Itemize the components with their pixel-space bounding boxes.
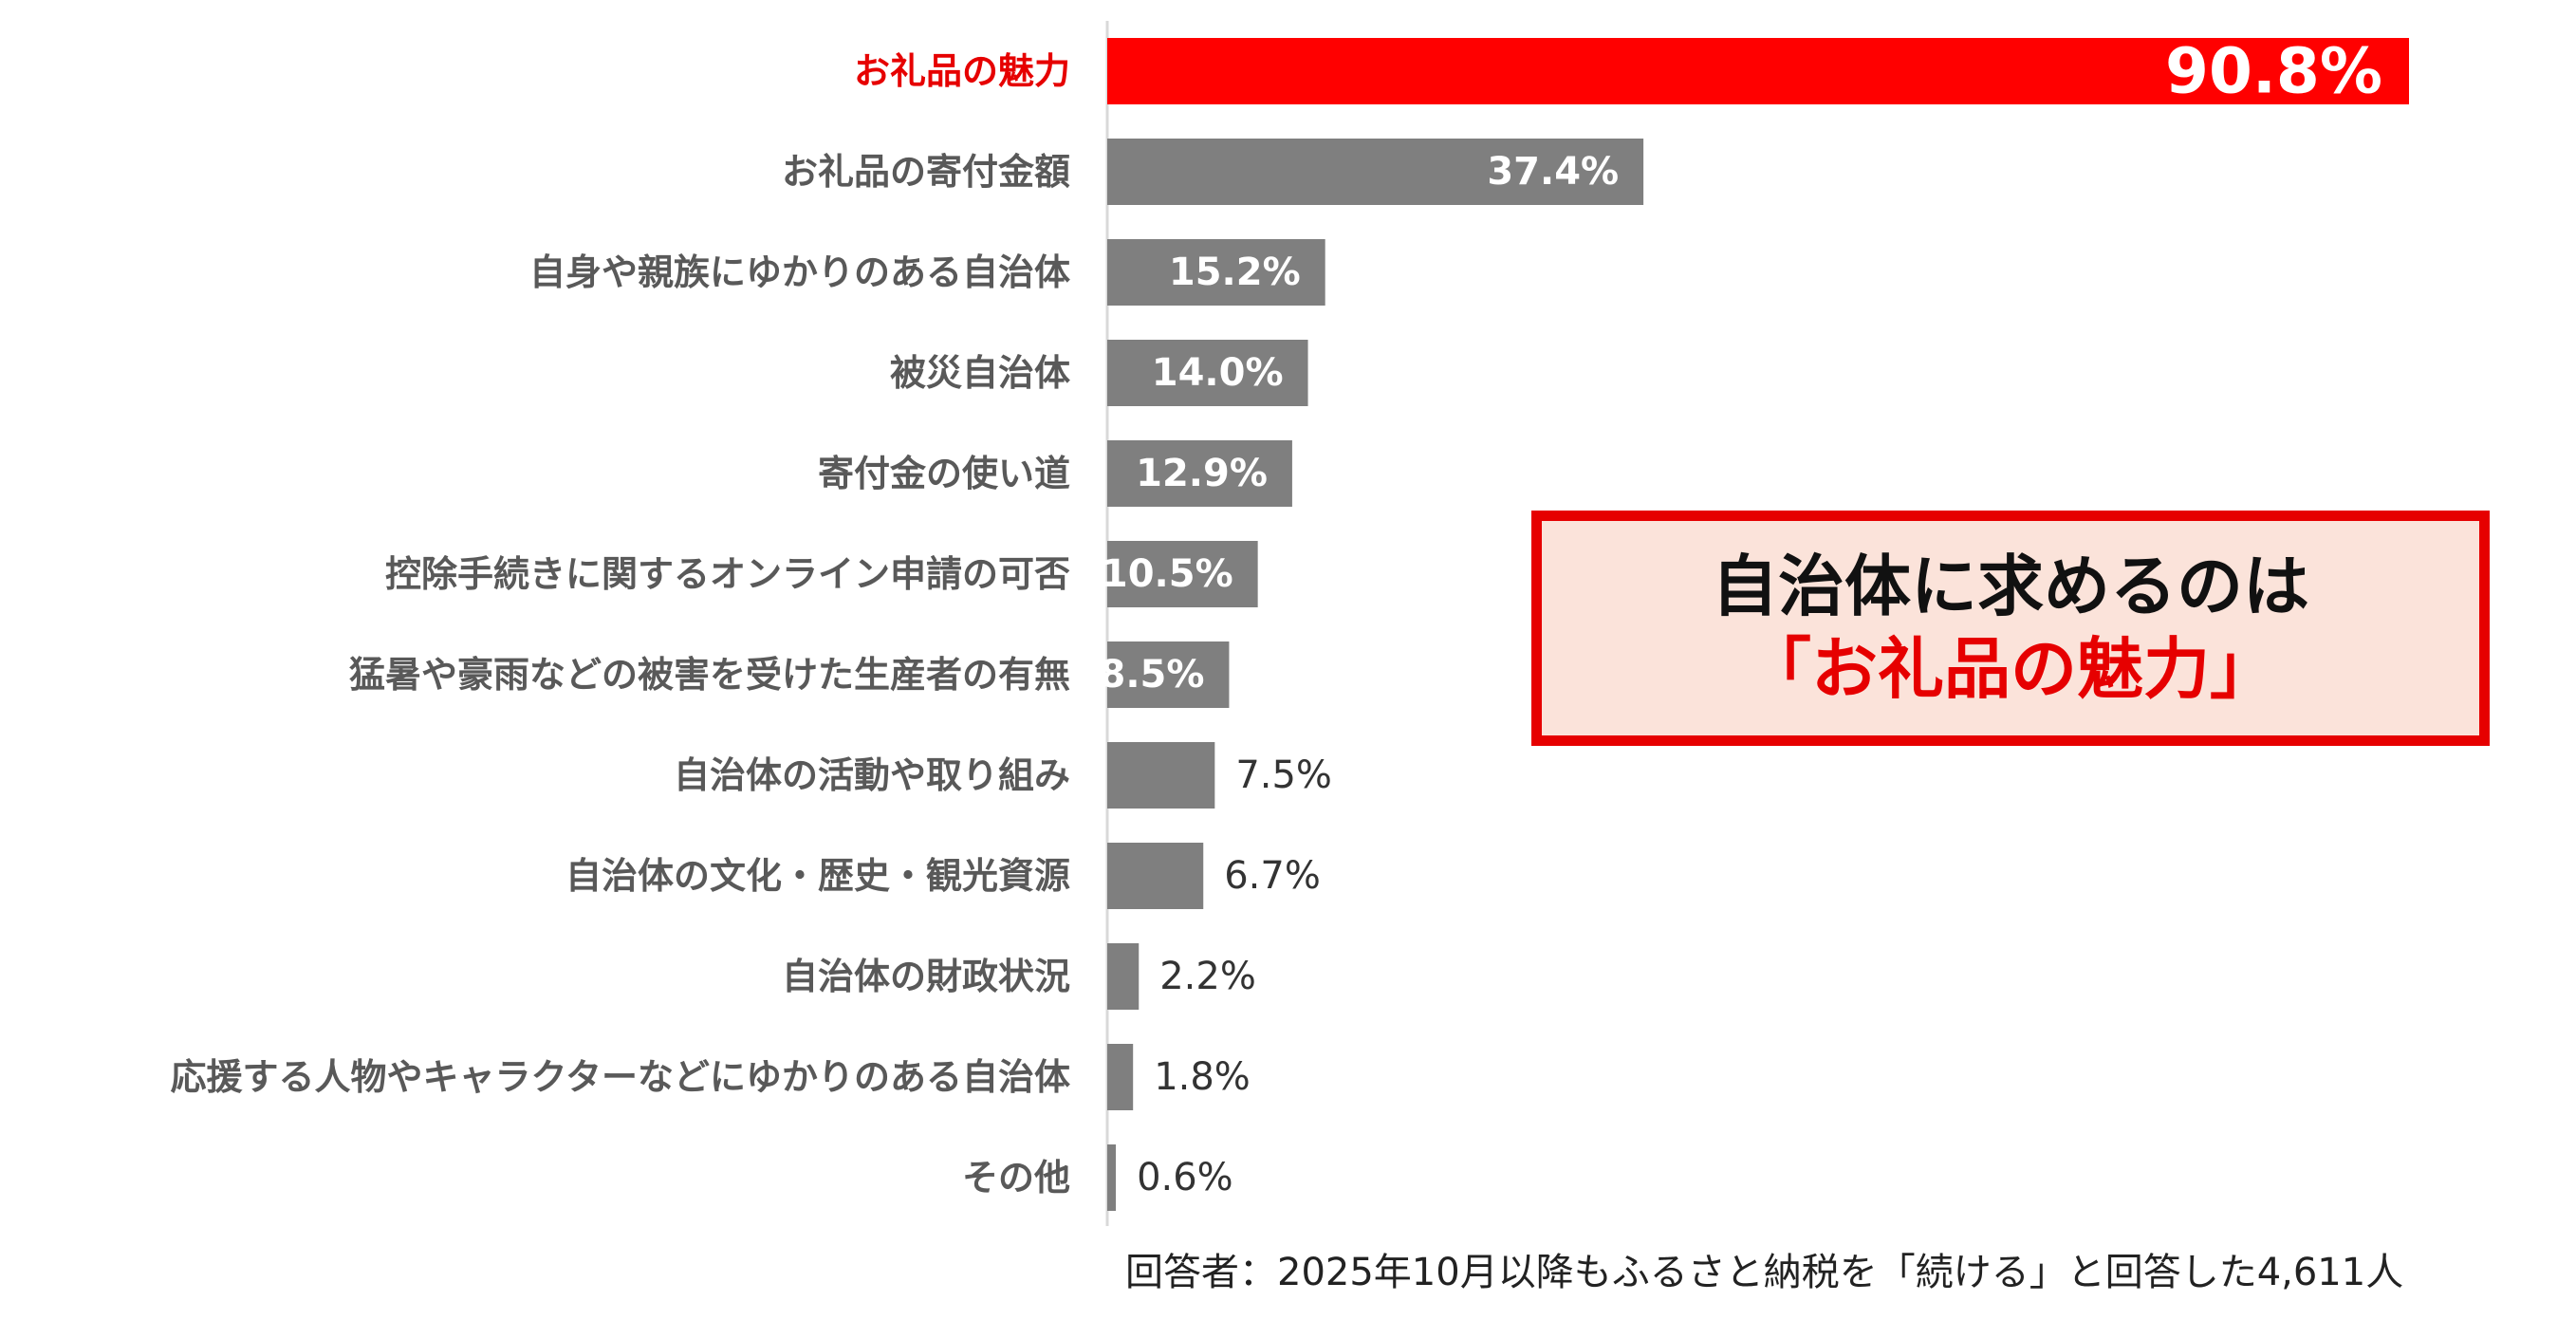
value-label: 15.2%	[1169, 251, 1301, 294]
category-label: 控除手続きに関するオンライン申請の可否	[385, 553, 1070, 595]
value-label: 14.0%	[1152, 351, 1284, 395]
category-label: 自治体の文化・歴史・観光資源	[565, 855, 1070, 897]
category-label: 応援する人物やキャラクターなどにゆかりのある自治体	[171, 1056, 1070, 1098]
category-label: 寄付金の使い道	[818, 453, 1070, 494]
bar-row: 猛暑や豪雨などの被害を受けた生産者の有無 8.5%	[349, 641, 1230, 708]
category-label: お礼品の魅力	[854, 50, 1070, 92]
category-label: 自治体の活動や取り組み	[674, 754, 1070, 796]
category-label: 猛暑や豪雨などの被害を受けた生産者の有無	[349, 654, 1070, 696]
bar-row: お礼品の寄付金額 37.4%	[782, 139, 1644, 205]
callout-line2: 「お礼品の魅力」	[1745, 630, 2276, 708]
bar-row: 自治体の活動や取り組み 7.5%	[674, 742, 1332, 809]
bar	[1107, 1144, 1117, 1211]
category-label: 被災自治体	[890, 352, 1070, 394]
bar	[1107, 440, 1292, 507]
callout-box: 自治体に求めるのは 「お礼品の魅力」	[1531, 511, 2490, 746]
bar-row: お礼品の魅力 90.8%	[854, 35, 2409, 108]
bar-row: 被災自治体 14.0%	[890, 340, 1308, 406]
category-label: 自治体の財政状況	[782, 956, 1070, 997]
value-label: 8.5%	[1099, 653, 1204, 697]
bar	[1107, 239, 1325, 306]
bar	[1107, 641, 1230, 708]
value-label: 2.2%	[1159, 955, 1256, 998]
bar-row: その他 0.6%	[962, 1144, 1233, 1211]
value-label: 7.5%	[1235, 753, 1332, 797]
value-label: 0.6%	[1137, 1156, 1233, 1199]
category-label: 自身や親族にゆかりのある自治体	[529, 251, 1070, 293]
bar	[1107, 742, 1215, 809]
category-label: その他	[962, 1157, 1070, 1199]
value-label: 10.5%	[1102, 552, 1233, 596]
bar-row: 自治体の文化・歴史・観光資源 6.7%	[565, 843, 1321, 909]
bar	[1107, 943, 1140, 1010]
bar	[1107, 139, 1644, 205]
bar	[1107, 340, 1308, 406]
callout-line1: 自治体に求めるのは	[1712, 547, 2309, 625]
bar	[1107, 541, 1258, 607]
value-label: 12.9%	[1136, 452, 1268, 495]
bar-row: 寄付金の使い道 12.9%	[818, 440, 1292, 507]
value-label: 1.8%	[1154, 1055, 1251, 1099]
bar	[1107, 843, 1204, 909]
bar-row: 自治体の財政状況 2.2%	[782, 943, 1256, 1010]
bar	[1107, 1044, 1134, 1110]
bar	[1107, 38, 2409, 104]
value-label: 90.8%	[2165, 35, 2382, 108]
category-label: お礼品の寄付金額	[782, 151, 1070, 193]
bar-row: 控除手続きに関するオンライン申請の可否 10.5%	[385, 541, 1258, 607]
value-label: 6.7%	[1224, 854, 1321, 898]
bar-row: 応援する人物やキャラクターなどにゆかりのある自治体 1.8%	[171, 1044, 1251, 1110]
value-label: 37.4%	[1487, 150, 1619, 194]
footnote: 回答者：2025年10月以降もふるさと納税を「続ける」と回答した4,611人	[1125, 1251, 2404, 1294]
bar-row: 自身や親族にゆかりのある自治体 15.2%	[529, 239, 1325, 306]
